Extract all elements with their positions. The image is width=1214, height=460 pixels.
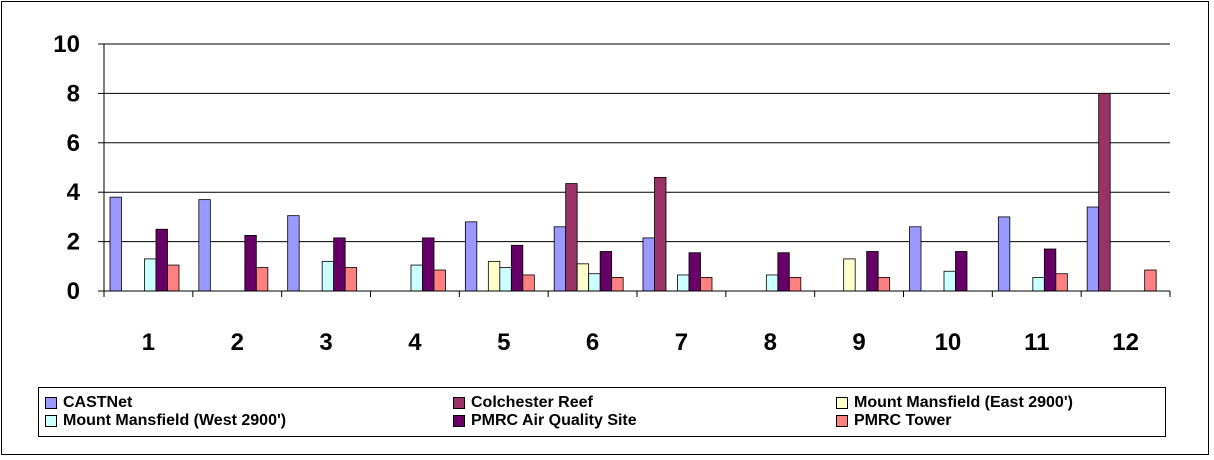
y-tick-label: 2 bbox=[67, 229, 80, 256]
x-tick-label: 3 bbox=[319, 329, 332, 356]
bar bbox=[909, 226, 922, 292]
bar bbox=[167, 264, 180, 292]
bar bbox=[611, 277, 624, 292]
legend-swatch-pmrc-air-quality bbox=[453, 415, 465, 427]
bar bbox=[1055, 273, 1068, 292]
bar bbox=[565, 183, 578, 292]
legend-label-mount-mansfield-east: Mount Mansfield (East 2900') bbox=[854, 394, 1073, 411]
bar bbox=[955, 251, 968, 292]
legend-label-pmrc-air-quality: PMRC Air Quality Site bbox=[471, 412, 637, 429]
bar bbox=[333, 237, 346, 292]
legend-label-pmrc-tower: PMRC Tower bbox=[854, 412, 952, 429]
bar bbox=[287, 215, 300, 292]
legend-swatch-colchester-reef bbox=[453, 397, 465, 409]
bar bbox=[576, 263, 590, 292]
x-tick-label: 5 bbox=[497, 329, 510, 356]
bar bbox=[1043, 248, 1057, 292]
axes bbox=[98, 43, 1171, 297]
bar bbox=[677, 274, 690, 292]
legend-swatch-mount-mansfield-west bbox=[45, 415, 57, 427]
bar bbox=[765, 274, 779, 292]
bar bbox=[943, 270, 956, 292]
bar bbox=[433, 269, 446, 292]
bar bbox=[510, 244, 524, 292]
bar bbox=[244, 235, 257, 292]
bar bbox=[700, 277, 713, 292]
legend-swatch-mount-mansfield-east bbox=[836, 397, 848, 409]
bar bbox=[198, 199, 211, 292]
x-tick-label: 12 bbox=[1112, 329, 1139, 356]
bar bbox=[321, 260, 335, 292]
bar bbox=[997, 216, 1011, 292]
gridlines bbox=[104, 43, 1170, 243]
bar bbox=[464, 221, 478, 292]
x-tick-label: 10 bbox=[935, 329, 962, 356]
bar bbox=[642, 237, 655, 292]
bar bbox=[843, 258, 856, 292]
legend-item-castnet: CASTNet bbox=[45, 394, 132, 412]
legend-item-pmrc-tower: PMRC Tower bbox=[836, 412, 951, 430]
bar bbox=[1086, 206, 1100, 292]
legend-swatch-pmrc-tower bbox=[836, 415, 848, 427]
y-tick-label: 8 bbox=[67, 80, 80, 107]
x-tick-label: 1 bbox=[142, 329, 155, 356]
bar bbox=[344, 267, 358, 292]
legend-item-colchester-reef: Colchester Reef bbox=[453, 394, 593, 412]
chart-legend: CASTNet Colchester Reef Mount Mansfield … bbox=[38, 387, 1166, 437]
bar bbox=[155, 228, 168, 292]
x-tick-label: 2 bbox=[231, 329, 244, 356]
bar bbox=[553, 226, 567, 292]
y-tick-label: 6 bbox=[67, 130, 80, 157]
bar bbox=[877, 277, 891, 292]
bar bbox=[144, 258, 157, 292]
x-tick-label: 11 bbox=[1024, 329, 1049, 356]
legend-item-mount-mansfield-east: Mount Mansfield (East 2900') bbox=[836, 394, 1073, 412]
bar bbox=[588, 273, 601, 292]
bar bbox=[499, 267, 512, 292]
bar bbox=[1032, 277, 1045, 292]
bar bbox=[688, 252, 701, 292]
bar bbox=[255, 267, 269, 292]
bar bbox=[599, 251, 613, 292]
bar bbox=[1098, 93, 1111, 292]
y-tick-label: 0 bbox=[67, 278, 80, 305]
bar bbox=[522, 274, 535, 292]
bar bbox=[866, 251, 879, 292]
y-tick-label: 10 bbox=[53, 31, 80, 58]
legend-label-colchester-reef: Colchester Reef bbox=[471, 394, 593, 411]
x-tick-label: 7 bbox=[675, 329, 688, 356]
bar bbox=[410, 264, 423, 292]
bar bbox=[487, 260, 501, 292]
bar bbox=[422, 237, 435, 292]
x-tick-label: 9 bbox=[852, 329, 865, 356]
x-tick-label: 6 bbox=[586, 329, 599, 356]
bar bbox=[109, 196, 122, 292]
bar bbox=[1144, 269, 1157, 292]
legend-item-pmrc-air-quality: PMRC Air Quality Site bbox=[453, 412, 637, 430]
bar bbox=[654, 176, 667, 292]
legend-item-mount-mansfield-west: Mount Mansfield (West 2900') bbox=[45, 412, 286, 430]
legend-label-mount-mansfield-west: Mount Mansfield (West 2900') bbox=[63, 412, 287, 429]
bar bbox=[788, 277, 802, 292]
bars bbox=[109, 93, 1157, 292]
bar bbox=[777, 252, 790, 292]
x-tick-label: 8 bbox=[764, 329, 777, 356]
y-tick-label: 4 bbox=[67, 179, 81, 206]
legend-label-castnet: CASTNet bbox=[63, 394, 133, 411]
x-tick-label: 4 bbox=[408, 329, 422, 356]
legend-swatch-castnet bbox=[45, 397, 57, 409]
